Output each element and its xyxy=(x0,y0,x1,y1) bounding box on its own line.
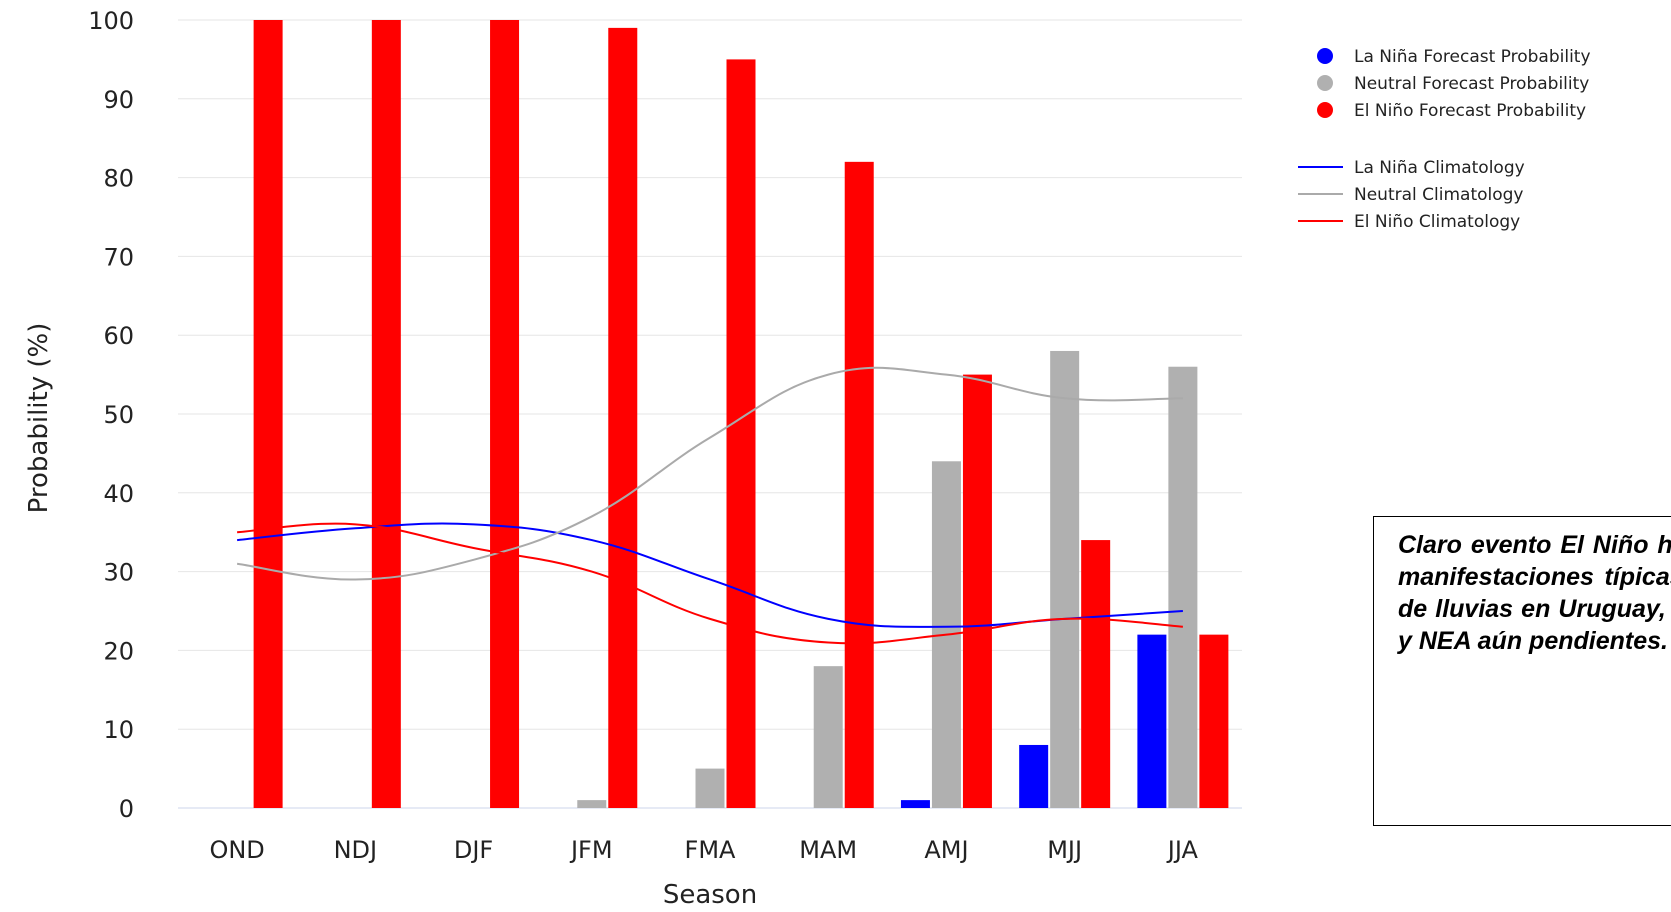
y-tick-label: 40 xyxy=(103,480,134,508)
bar xyxy=(371,20,401,808)
y-tick-label: 60 xyxy=(103,322,134,350)
bar xyxy=(695,768,725,808)
y-tick-label: 0 xyxy=(119,795,134,823)
x-axis-ticks: OND NDJ DJF JFM FMA MAM AMJ MJJ JJA xyxy=(209,836,1198,864)
bar xyxy=(1081,540,1111,808)
legend-label: La Niña Forecast Probability xyxy=(1354,47,1591,67)
legend-label: El Niño Forecast Probability xyxy=(1354,101,1586,121)
bar xyxy=(962,374,992,808)
bar xyxy=(1137,634,1167,808)
y-tick-label: 20 xyxy=(103,637,134,665)
bar xyxy=(813,666,843,808)
bar xyxy=(1019,744,1049,808)
x-tick-label: FMA xyxy=(685,836,737,864)
bar xyxy=(844,161,874,809)
x-tick-label: JFM xyxy=(569,836,613,864)
climatology-line xyxy=(237,522,1183,645)
y-tick-label: 70 xyxy=(103,243,134,271)
bar xyxy=(577,800,607,808)
legend-marker xyxy=(1317,75,1333,91)
bar xyxy=(726,59,756,808)
y-tick-label: 10 xyxy=(103,716,134,744)
x-tick-label: MAM xyxy=(799,836,857,864)
y-tick-label: 100 xyxy=(88,7,134,35)
legend-label: La Niña Climatology xyxy=(1354,158,1525,178)
annotation-box: Claro evento El Niño hasta mediados de 2… xyxy=(1373,516,1671,826)
bar xyxy=(900,800,930,808)
legend-marker xyxy=(1317,102,1333,118)
y-axis-title: Probability (%) xyxy=(24,323,54,514)
x-tick-label: NDJ xyxy=(334,836,378,864)
bar xyxy=(1199,634,1229,808)
bar xyxy=(1168,366,1198,808)
legend-label: El Niño Climatology xyxy=(1354,212,1520,232)
bars-group xyxy=(253,20,1229,809)
y-tick-label: 50 xyxy=(103,401,134,429)
x-tick-label: DJF xyxy=(454,836,493,864)
x-tick-label: AMJ xyxy=(924,836,968,864)
y-tick-label: 90 xyxy=(103,86,134,114)
x-tick-label: MJJ xyxy=(1047,836,1082,864)
legend-label: Neutral Climatology xyxy=(1354,185,1524,205)
bar xyxy=(253,20,283,808)
y-axis-ticks: 0 10 20 30 40 50 60 70 80 90 100 xyxy=(88,7,134,823)
legend-label: Neutral Forecast Probability xyxy=(1354,74,1589,94)
x-tick-label: OND xyxy=(209,836,264,864)
y-tick-label: 30 xyxy=(103,559,134,587)
x-axis-title: Season xyxy=(663,880,757,910)
bar xyxy=(1050,350,1080,808)
x-tick-label: JJA xyxy=(1166,836,1199,864)
grid-lines xyxy=(178,19,1242,809)
climatology-line xyxy=(236,366,1183,581)
y-tick-label: 80 xyxy=(103,165,134,193)
legend-marker xyxy=(1317,48,1333,64)
bar xyxy=(490,20,520,808)
annotation-text: Claro evento El Niño hasta mediados de 2… xyxy=(1398,531,1671,655)
legend: La Niña Forecast Probability Neutral Fore… xyxy=(1298,47,1591,232)
climatology-lines xyxy=(236,366,1183,645)
bar xyxy=(608,27,638,808)
